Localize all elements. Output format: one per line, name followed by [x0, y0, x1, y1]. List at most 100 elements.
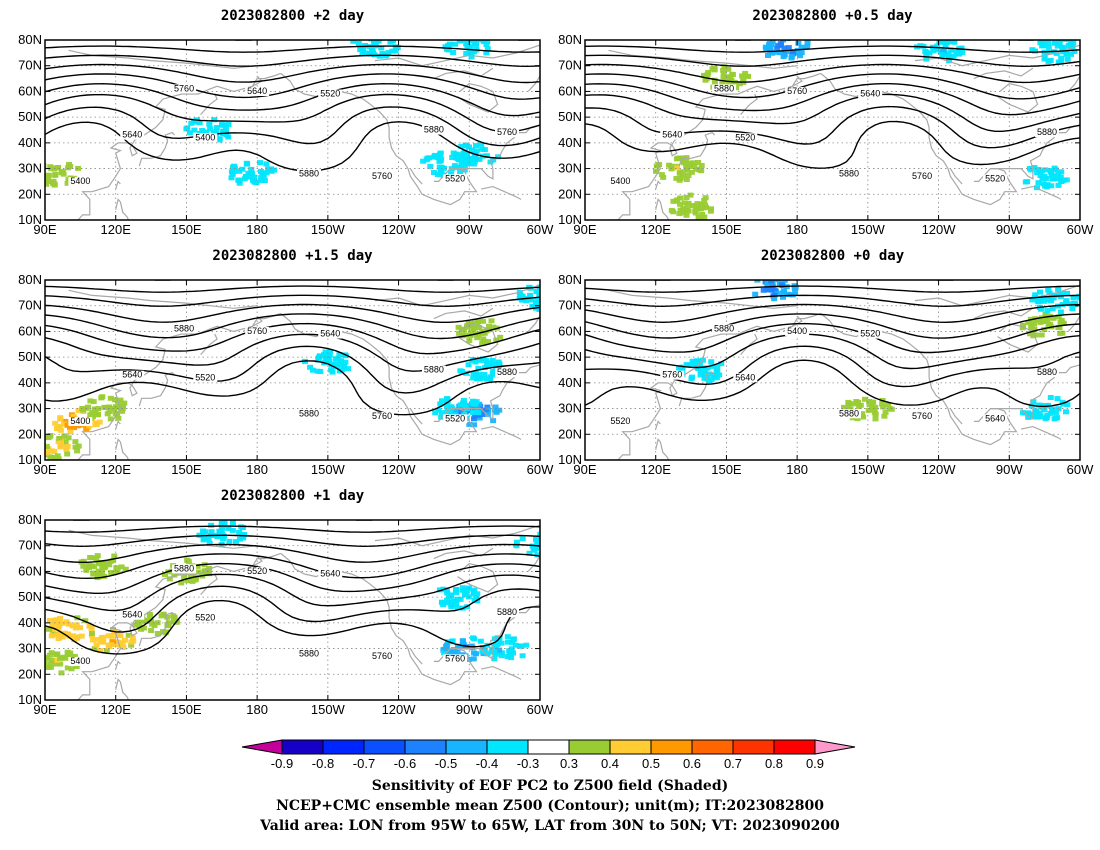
shade-cell: [181, 574, 188, 580]
shade-cell: [470, 375, 477, 381]
shade-cell: [477, 40, 484, 43]
shade-cell: [513, 539, 520, 545]
contour-label: 5880: [1037, 367, 1057, 377]
lon-tick-label: 90W: [996, 462, 1023, 477]
shade-cell: [1019, 325, 1026, 331]
shade-cell: [791, 285, 798, 291]
shade-cell: [431, 170, 437, 175]
shade-cell: [229, 171, 236, 177]
shade-cell: [479, 146, 486, 152]
shade-cell: [420, 158, 427, 164]
shade-cell: [53, 661, 60, 667]
lon-tick-label: 150E: [171, 702, 202, 717]
contour-5520: [585, 54, 1080, 67]
shade-cell: [934, 43, 941, 49]
shade-cell: [769, 283, 776, 289]
z500-contours: [45, 520, 540, 655]
shade-cell: [865, 407, 872, 413]
shade-cell: [484, 46, 491, 52]
coastline: [608, 72, 821, 220]
shade-cell: [376, 53, 383, 59]
lon-tick-label: 120W: [922, 222, 957, 237]
lat-lon-grid: [585, 40, 1080, 220]
shade-cell: [1069, 306, 1076, 311]
colorbar-label: 0.7: [724, 756, 742, 771]
shade-cell: [443, 642, 450, 648]
shade-cell: [230, 164, 236, 170]
shade-cell: [466, 144, 472, 150]
lon-tick-label: 120W: [382, 702, 417, 717]
shade-cell: [1029, 327, 1036, 333]
shade-cell: [1058, 59, 1064, 65]
shade-cell: [103, 648, 110, 654]
shade-cell: [480, 318, 486, 324]
shade-cell: [334, 364, 341, 370]
contour-label: 5640: [122, 370, 142, 380]
shade-cell: [543, 302, 549, 307]
contour-5580: [585, 303, 1080, 323]
shade-cell: [701, 197, 708, 203]
colorbar-swatch: [363, 739, 406, 755]
shade-cell: [45, 179, 52, 184]
shade-cell: [454, 649, 461, 655]
shade-cell: [859, 414, 866, 420]
shade-cell: [72, 625, 79, 631]
shade-cell: [930, 48, 937, 54]
shade-cell: [541, 289, 547, 294]
shade-cell: [490, 324, 497, 330]
shade-cell: [105, 633, 112, 639]
shade-cell: [550, 540, 556, 545]
shade-cell: [90, 571, 97, 577]
shade-cell: [519, 653, 526, 659]
shade-cell: [121, 400, 128, 406]
contour-label-bg: [733, 133, 758, 143]
shade-cell: [310, 367, 316, 373]
shade-cell: [74, 448, 81, 454]
shade-cell: [51, 182, 58, 188]
contour-labels: 5400 5400 5520 5520 5640 5640 5760 5760 5760 5880…: [68, 83, 519, 186]
shade-cell: [674, 197, 681, 203]
shade-cell: [1070, 295, 1077, 301]
shade-cell: [52, 420, 59, 426]
lat-tick-label: 40N: [558, 135, 582, 150]
shade-cell: [206, 121, 213, 127]
shade-cell: [473, 143, 479, 149]
shade-cell: [236, 178, 243, 184]
shade-cell: [950, 53, 957, 59]
shade-cell: [466, 338, 473, 344]
shade-cell: [45, 450, 50, 456]
contour-label: 5400: [70, 656, 90, 666]
contour-5580: [45, 303, 540, 323]
shade-cell: [886, 406, 893, 411]
shade-cell: [768, 280, 775, 284]
contour-5580: [45, 543, 540, 563]
shade-cell: [727, 80, 734, 86]
contour-label-bg: [421, 365, 446, 375]
shade-cell: [516, 643, 523, 649]
shade-cell: [475, 318, 482, 324]
shade-cell: [218, 527, 225, 533]
lat-tick-label: 60N: [18, 323, 42, 338]
shade-cell: [479, 412, 485, 417]
lon-tick-label: 90E: [33, 702, 56, 717]
shade-cell: [45, 181, 50, 187]
shade-cell: [118, 405, 125, 411]
contour-label-bg: [297, 169, 321, 179]
coastline: [480, 665, 522, 680]
shade-cell: [474, 591, 481, 597]
shade-cell: [189, 577, 196, 583]
shade-cell: [557, 544, 563, 549]
shade-cell: [471, 422, 478, 428]
shade-cell: [99, 560, 106, 566]
shade-cell: [338, 358, 344, 364]
shade-cell: [468, 54, 475, 60]
shade-cell: [795, 40, 802, 46]
shade-cell: [448, 602, 455, 608]
shade-cell: [443, 588, 450, 594]
shade-cell: [52, 456, 59, 460]
shade-cell: [939, 52, 946, 57]
shade-cell: [75, 408, 82, 414]
shade-cell: [468, 50, 475, 56]
shade-cell: [75, 165, 82, 171]
shade-cell: [917, 43, 924, 49]
